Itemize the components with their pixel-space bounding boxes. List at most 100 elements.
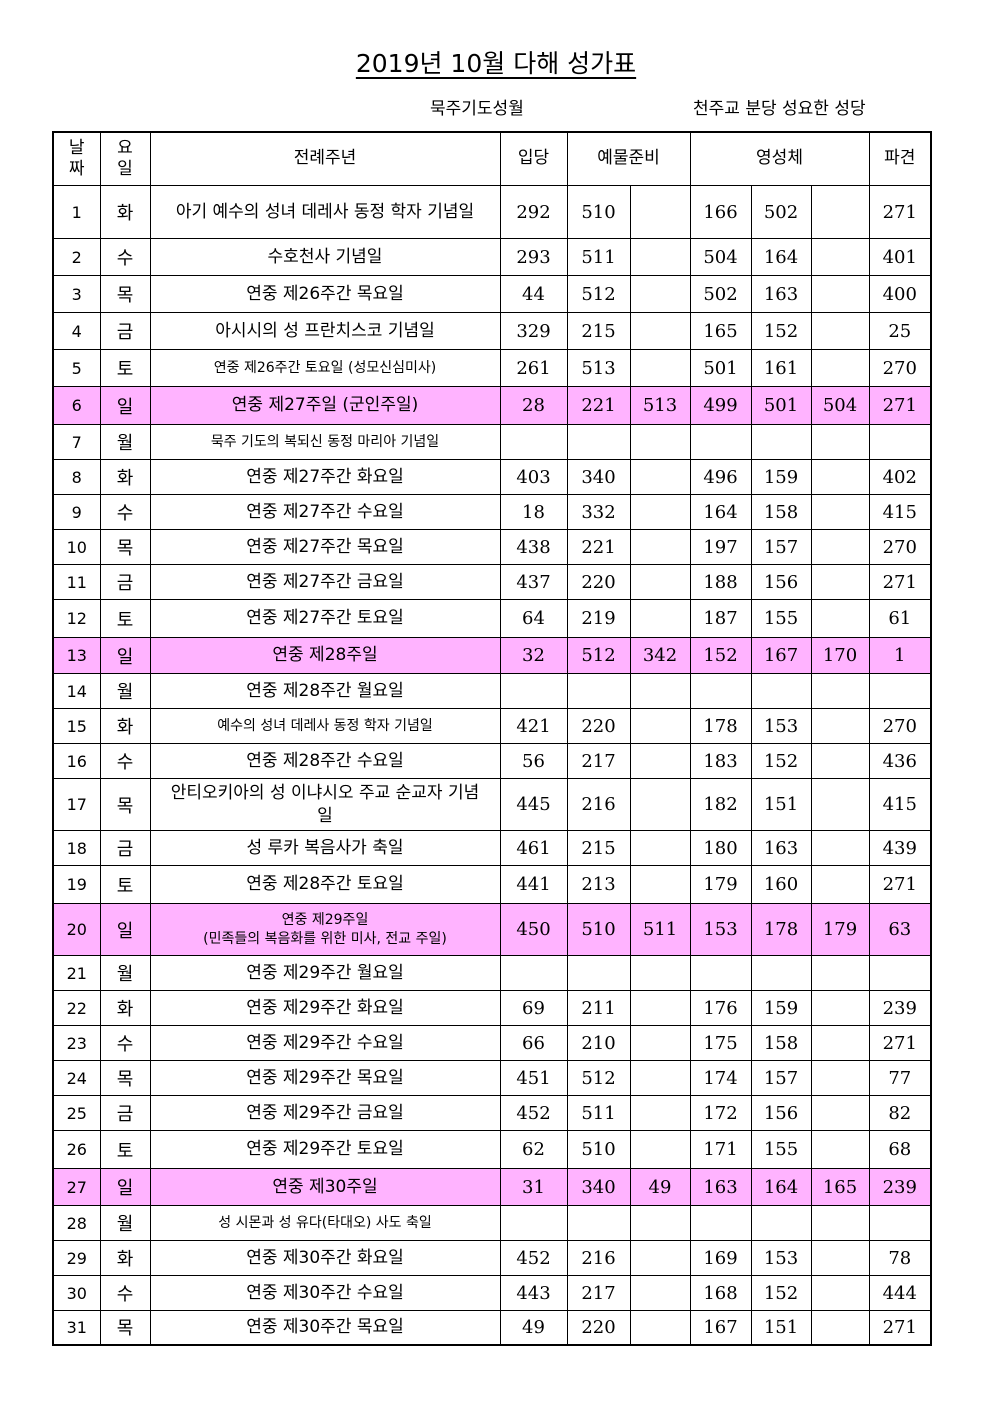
table-row: 29 화 연중 제30주간 화요일 452 216 169 153 78 (52, 1240, 932, 1276)
page-title: 2019년 10월 다해 성가표 (0, 44, 992, 80)
offertory-2-cell (629, 564, 691, 600)
communion-2-cell: 151 (750, 778, 812, 831)
date-cell: 17 (52, 778, 101, 831)
dismissal-cell: 1 (868, 637, 932, 674)
communion-2-cell: 152 (750, 312, 812, 350)
entrance-cell: 329 (499, 312, 568, 350)
offertory-1-cell: 512 (566, 275, 631, 313)
table-row: 17 목 안티오키아의 성 이냐시오 주교 순교자 기념일 445 216 182 151 4… (52, 778, 932, 831)
dismissal-cell: 271 (868, 185, 932, 239)
dismissal-cell: 415 (868, 494, 932, 530)
entrance-cell: 261 (499, 349, 568, 387)
header-weekday: 요 일 (99, 131, 151, 186)
offertory-2-cell (629, 778, 691, 831)
communion-1-cell: 504 (689, 238, 752, 276)
liturgy-cell: 연중 제29주일 (민족들의 복음화를 위한 미사, 전교 주일) (149, 903, 501, 956)
communion-3-cell (810, 275, 870, 313)
offertory-1-cell: 512 (566, 1060, 631, 1096)
dismissal-cell: 436 (868, 743, 932, 779)
communion-1-cell: 167 (689, 1310, 752, 1345)
communion-2-cell (750, 1205, 812, 1241)
date-cell: 16 (52, 743, 101, 779)
communion-2-cell: 164 (750, 238, 812, 276)
communion-3-cell (810, 185, 870, 239)
communion-2-cell: 156 (750, 564, 812, 600)
offertory-1-cell: 220 (566, 708, 631, 744)
weekday-cell: 수 (99, 743, 151, 779)
date-cell: 19 (52, 865, 101, 904)
table-row: 18 금 성 루카 복음사가 축일 461 215 180 163 439 (52, 830, 932, 866)
date-cell: 15 (52, 708, 101, 744)
liturgy-cell: 연중 제30주간 화요일 (149, 1240, 501, 1276)
communion-2-cell (750, 424, 812, 460)
subtitle-month-theme: 묵주기도성월 (430, 99, 524, 119)
offertory-1-cell (566, 673, 631, 709)
table-row: 9 수 연중 제27주간 수요일 18 332 164 158 415 (52, 494, 932, 530)
liturgy-cell: 연중 제27주간 금요일 (149, 564, 501, 600)
entrance-cell: 461 (499, 830, 568, 866)
offertory-1-cell: 510 (566, 185, 631, 239)
communion-1-cell: 182 (689, 778, 752, 831)
page-title-text: 2019년 10월 다해 성가표 (355, 49, 637, 78)
communion-2-cell (750, 673, 812, 709)
communion-1-cell: 176 (689, 990, 752, 1026)
communion-1-cell: 188 (689, 564, 752, 600)
entrance-cell (499, 1205, 568, 1241)
communion-2-cell: 152 (750, 743, 812, 779)
date-cell: 24 (52, 1060, 101, 1096)
table-row: 7 월 묵주 기도의 복되신 동정 마리아 기념일 (52, 424, 932, 460)
entrance-cell: 293 (499, 238, 568, 276)
offertory-1-cell: 221 (566, 529, 631, 565)
offertory-1-cell (566, 424, 631, 460)
offertory-2-cell (629, 955, 691, 991)
offertory-1-cell: 215 (566, 830, 631, 866)
entrance-cell: 18 (499, 494, 568, 530)
weekday-cell: 일 (99, 903, 151, 956)
liturgy-cell: 연중 제28주일 (149, 637, 501, 674)
weekday-cell: 토 (99, 599, 151, 638)
communion-1-cell: 165 (689, 312, 752, 350)
table-row: 27 일 연중 제30주일 31 340 49 163 164 165 239 (52, 1168, 932, 1206)
dismissal-cell (868, 1205, 932, 1241)
liturgy-cell: 연중 제28주간 수요일 (149, 743, 501, 779)
communion-2-cell: 167 (750, 637, 812, 674)
communion-3-cell (810, 1095, 870, 1131)
communion-2-cell: 178 (750, 903, 812, 956)
table-row: 4 금 아시시의 성 프란치스코 기념일 329 215 165 152 25 (52, 312, 932, 350)
dismissal-cell: 271 (868, 386, 932, 425)
table-row: 1 화 아기 예수의 성녀 데레사 동정 학자 기념일 292 510 166 502 271 (52, 185, 932, 239)
table-row: 11 금 연중 제27주간 금요일 437 220 188 156 271 (52, 564, 932, 600)
table-row: 24 목 연중 제29주간 목요일 451 512 174 157 77 (52, 1060, 932, 1096)
dismissal-cell: 239 (868, 990, 932, 1026)
communion-3-cell (810, 1310, 870, 1345)
communion-2-cell: 157 (750, 1060, 812, 1096)
communion-1-cell (689, 955, 752, 991)
communion-3-cell (810, 529, 870, 565)
dismissal-cell (868, 673, 932, 709)
communion-1-cell: 183 (689, 743, 752, 779)
subtitle-parish: 천주교 분당 성요한 성당 (693, 99, 866, 119)
liturgy-cell: 수호천사 기념일 (149, 238, 501, 276)
date-cell: 14 (52, 673, 101, 709)
entrance-cell: 452 (499, 1095, 568, 1131)
communion-3-cell (810, 424, 870, 460)
weekday-cell: 월 (99, 955, 151, 991)
table-row: 15 화 예수의 성녀 데레사 동정 학자 기념일 421 220 178 153 270 (52, 708, 932, 744)
date-cell: 4 (52, 312, 101, 350)
weekday-cell: 일 (99, 1168, 151, 1206)
liturgy-title: 연중 제29주일 (281, 911, 369, 928)
dismissal-cell: 271 (868, 865, 932, 904)
date-cell: 7 (52, 424, 101, 460)
communion-2-cell: 155 (750, 1130, 812, 1169)
dismissal-cell: 415 (868, 778, 932, 831)
communion-2-cell: 163 (750, 830, 812, 866)
communion-3-cell (810, 312, 870, 350)
offertory-1-cell: 332 (566, 494, 631, 530)
dismissal-cell: 239 (868, 1168, 932, 1206)
date-cell: 21 (52, 955, 101, 991)
liturgy-cell: 연중 제29주간 화요일 (149, 990, 501, 1026)
dismissal-cell: 25 (868, 312, 932, 350)
communion-3-cell (810, 1025, 870, 1061)
communion-2-cell: 159 (750, 990, 812, 1026)
dismissal-cell: 400 (868, 275, 932, 313)
